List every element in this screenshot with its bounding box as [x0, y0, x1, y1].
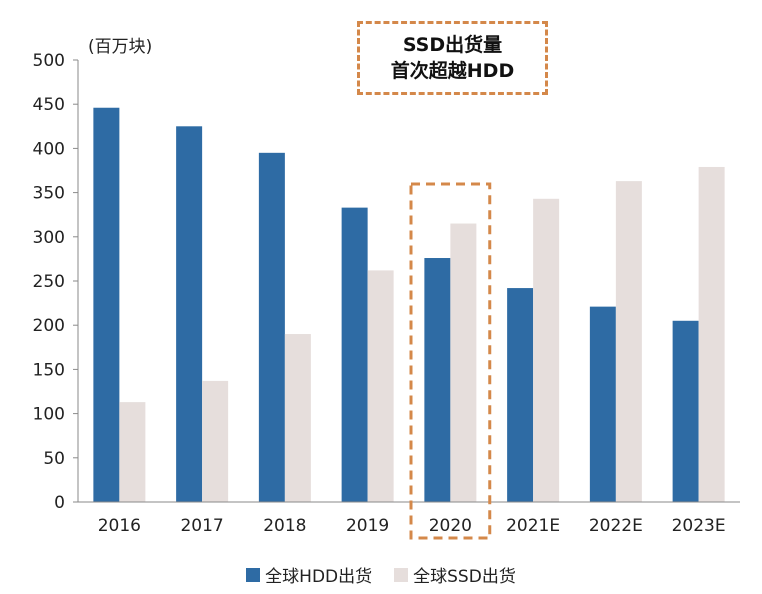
highlight-2020-box	[409, 182, 492, 540]
bar-hdd-2019	[341, 207, 368, 503]
y-axis-unit-label: (百万块)	[88, 37, 153, 57]
legend-item-hdd: 全球HDD出货	[246, 562, 372, 587]
bar-hdd-2021E	[507, 288, 534, 502]
bars-layer	[93, 107, 725, 503]
legend-swatch-ssd	[394, 567, 409, 582]
x-tick-label-2018: 2018	[263, 516, 306, 536]
bar-ssd-2016	[119, 402, 146, 502]
bar-hdd-2017	[176, 126, 203, 503]
bar-ssd-2019	[367, 270, 394, 502]
bar-ssd-2018	[284, 334, 311, 502]
bar-ssd-2021E	[533, 198, 560, 502]
x-tick-label-2019: 2019	[346, 516, 389, 536]
annotation-line-2: 首次超越HDD	[390, 60, 515, 82]
x-tick-label-2016: 2016	[98, 516, 141, 536]
y-tick-label-500: 500	[33, 51, 65, 71]
x-tick-label-2023E: 2023E	[672, 516, 726, 536]
y-tick-label-400: 400	[33, 139, 65, 159]
bar-hdd-2022E	[589, 306, 616, 502]
legend-item-ssd: 全球SSD出货	[394, 562, 516, 587]
y-axis: 0 50 100 150 200 250 300 350 400 450 500	[33, 51, 79, 513]
y-tick-label-100: 100	[33, 405, 65, 425]
y-tick-label-350: 350	[33, 184, 65, 204]
bar-hdd-2020	[424, 258, 451, 502]
legend: 全球HDD出货 全球SSD出货	[0, 562, 762, 587]
y-tick-label-50: 50	[43, 449, 65, 469]
x-tick-label-2021E: 2021E	[506, 516, 560, 536]
annotation-callout: SSD出货量 首次超越HDD	[357, 21, 548, 95]
y-tick-label-300: 300	[33, 228, 65, 248]
bar-hdd-2023E	[672, 320, 699, 502]
bar-ssd-2022E	[615, 181, 642, 502]
legend-label-hdd: 全球HDD出货	[265, 567, 373, 587]
x-tick-label-2017: 2017	[180, 516, 223, 536]
y-tick-label-250: 250	[33, 272, 65, 292]
bar-ssd-2023E	[698, 166, 725, 503]
x-tick-label-2020: 2020	[429, 516, 472, 536]
bar-hdd-2016	[93, 107, 120, 503]
legend-swatch-hdd	[246, 567, 261, 582]
y-tick-label-0: 0	[54, 493, 65, 513]
y-tick-label-150: 150	[33, 360, 65, 380]
bar-ssd-2020	[450, 223, 477, 503]
x-tick-label-2022E: 2022E	[589, 516, 643, 536]
y-tick-label-450: 450	[33, 95, 65, 115]
bar-hdd-2018	[258, 152, 285, 502]
bar-ssd-2017	[202, 380, 229, 502]
annotation-line-1: SSD出货量	[402, 34, 503, 56]
legend-label-ssd: 全球SSD出货	[413, 567, 516, 587]
x-axis: 2016 2017 2018 2019 2020 2021E 2022E 2023E	[78, 501, 740, 536]
y-tick-label-200: 200	[33, 316, 65, 336]
